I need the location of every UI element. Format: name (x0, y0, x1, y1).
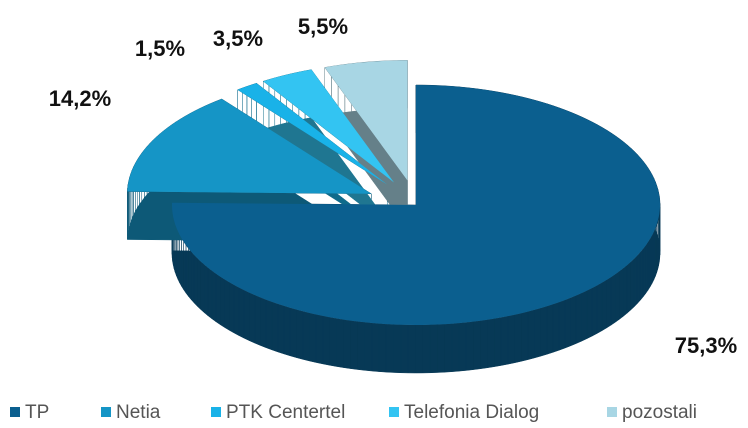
legend-swatch (607, 407, 617, 417)
slice (263, 69, 394, 183)
data-label: 5,5% (298, 14, 348, 39)
data-label: 14,2% (49, 86, 111, 111)
slice (127, 99, 372, 194)
data-label: 3,5% (213, 26, 263, 51)
legend-label: Netia (116, 402, 161, 423)
slice (324, 60, 408, 181)
data-label: 1,5% (135, 36, 185, 61)
legend-swatch (389, 407, 399, 417)
slice (172, 85, 660, 325)
legend-label: Telefonia Dialog (404, 402, 539, 423)
legend-label: PTK Centertel (226, 402, 345, 423)
legend-swatch (10, 407, 20, 417)
legend-label: TP (25, 402, 49, 423)
legend-swatch (101, 407, 111, 417)
data-label: 75,3% (675, 333, 737, 358)
legend-label: pozostali (622, 402, 697, 423)
slice (237, 83, 388, 185)
legend-swatch (211, 407, 221, 417)
